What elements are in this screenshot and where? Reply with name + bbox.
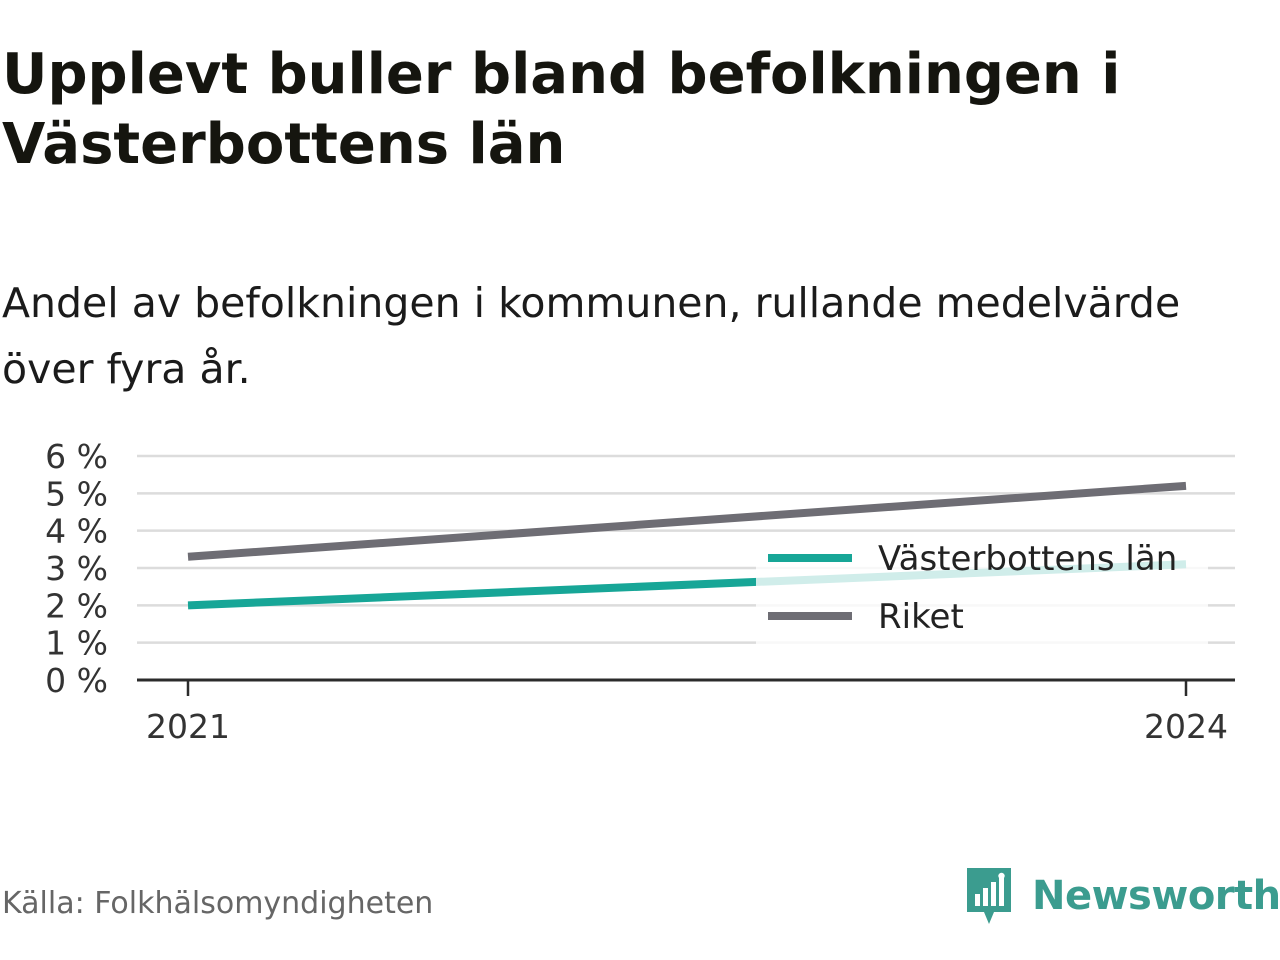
- y-tick-label: 0 %: [45, 661, 108, 700]
- x-tick-label: 2021: [146, 707, 230, 746]
- y-tick-label: 4 %: [45, 512, 108, 551]
- chart-subtitle: Andel av befolkningen i kommunen, rullan…: [2, 279, 1181, 393]
- y-tick-label: 3 %: [45, 549, 108, 588]
- source-note: Källa: Folkhälsomyndigheten: [2, 886, 434, 921]
- y-tick-label: 1 %: [45, 624, 108, 663]
- legend-label: Västerbottens län: [878, 539, 1177, 579]
- x-tick-label: 2024: [1144, 707, 1228, 746]
- newsworthy-logo-icon: [967, 868, 1011, 924]
- chart-title: Upplevt buller bland befolkningen i Väst…: [2, 42, 1121, 177]
- y-tick-label: 5 %: [45, 474, 108, 513]
- brand-logo: Newsworthy: [964, 864, 1280, 928]
- legend: Västerbottens län Riket: [756, 538, 1208, 650]
- legend-label: Riket: [878, 597, 964, 637]
- line-chart: 0 %1 %2 %3 %4 %5 %6 % 2021 2024 Västerbot…: [45, 437, 1235, 746]
- x-axis: 2021 2024: [137, 678, 1235, 746]
- y-tick-label: 6 %: [45, 437, 108, 476]
- y-tick-label: 2 %: [45, 586, 108, 625]
- series-line: [187, 481, 1187, 561]
- y-axis-ticks: 0 %1 %2 %3 %4 %5 %6 %: [45, 437, 108, 700]
- brand-name: Newsworthy: [1032, 873, 1280, 919]
